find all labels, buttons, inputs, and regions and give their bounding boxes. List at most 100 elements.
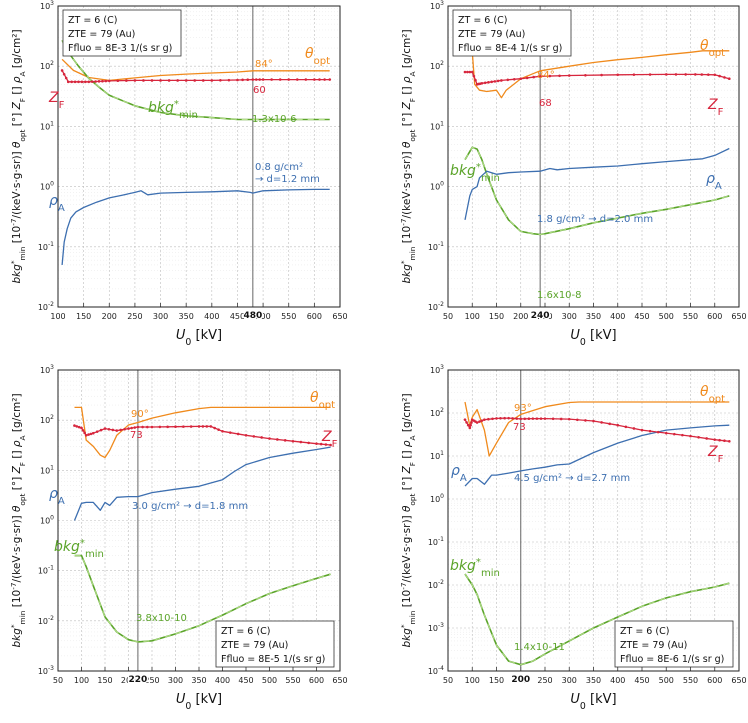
series-label-theta-opt: θopt: [310, 390, 335, 411]
series-point-ZF: [519, 417, 523, 421]
series-point-ZF: [475, 421, 479, 424]
legend-line: ZTE = 79 (Au): [458, 29, 525, 40]
series-point-ZF: [718, 74, 721, 78]
x-tick-label: 500: [255, 312, 270, 321]
x-tick-label: 450: [230, 312, 245, 321]
x-tick-label: 350: [586, 676, 601, 685]
series-point-ZF: [219, 78, 222, 82]
y-tick-label: 10-2: [38, 615, 54, 626]
series-point-ZF: [107, 427, 111, 431]
series-point-ZF: [525, 76, 529, 80]
series-point-ZF: [496, 79, 500, 83]
series-label-rho-a: ρA: [706, 171, 722, 192]
x-tick-label: 200: [102, 312, 117, 321]
series-point-ZF: [244, 433, 248, 437]
y-tick-label: 10-2: [38, 301, 54, 312]
annotation-zf: 68: [539, 98, 552, 109]
series-point-ZF: [62, 72, 66, 76]
series-point-ZF: [478, 420, 481, 423]
series-point-ZF: [323, 78, 326, 81]
series-point-ZF: [532, 75, 535, 79]
x-tick-label: 600: [307, 312, 322, 321]
x-tick-label: 400: [215, 676, 230, 685]
series-point-ZF: [116, 79, 120, 83]
series-point-ZF: [60, 69, 64, 72]
x-tick-label: 450: [634, 312, 649, 321]
chart-panel-bottom-left: 10-3 10-2 10-1 100 101 102 103 50 100 150 200 250 30…: [9, 364, 348, 712]
x-axis-label: U0 [kV]: [570, 328, 616, 348]
series-point-ZF: [209, 425, 213, 428]
series-point-ZF: [548, 74, 552, 78]
series-point-ZF: [576, 418, 579, 422]
series-point-ZF: [236, 432, 240, 436]
x-tick-label: 250: [537, 312, 552, 321]
annotation-zf: 73: [130, 430, 143, 441]
series-point-ZF: [251, 78, 255, 81]
series-point-ZF: [600, 73, 603, 77]
y-tick-label: 101: [430, 450, 444, 461]
series-point-ZF: [506, 78, 510, 82]
series-point-ZF: [84, 433, 88, 437]
y-tick-label: 10-3: [38, 665, 54, 676]
series-point-ZF: [664, 73, 668, 76]
x-tick-label: 300: [562, 312, 577, 321]
series-point-ZF: [656, 430, 660, 434]
series-point-ZF: [221, 429, 224, 433]
series-line-ρA: [464, 424, 730, 487]
series-point-ZF: [299, 440, 303, 444]
series-point-ZF: [252, 435, 256, 438]
series-point-ZF: [246, 78, 250, 82]
series-point-ZF: [83, 431, 86, 435]
legend-line: ZT = 6 (C): [221, 626, 270, 637]
series-label-bkg-min: bkg*min: [450, 162, 500, 184]
series-point-ZF: [318, 78, 321, 81]
annotation-bkg: 3.8x10-10: [136, 613, 187, 624]
annotation-theta: 90°: [131, 409, 149, 420]
series-label-theta-opt: θopt: [700, 384, 725, 405]
series-point-ZF: [491, 417, 494, 421]
series-point-ZF: [616, 423, 620, 427]
series-point-ZF: [270, 78, 273, 81]
legend-box: ZT = 6 (C) ZTE = 79 (Au) Ffluo = 8E-3 1/(s…: [62, 9, 182, 57]
series-point-ZF: [567, 417, 571, 421]
legend-line: ZT = 6 (C): [68, 15, 117, 26]
series-point-ZF: [315, 442, 318, 445]
series-point-ZF: [466, 70, 469, 74]
series-point-ZF: [600, 421, 603, 424]
series-point-ZF: [640, 428, 644, 432]
series-point-ZF: [174, 425, 177, 429]
x-tick-label: 650: [332, 676, 347, 685]
series-point-ZF: [328, 78, 332, 81]
series-point-ZF: [81, 429, 85, 432]
series-label-bkg-min: bkg*min: [450, 557, 500, 579]
legend-line: Ffluo = 8E-6 1/(s sr g): [620, 654, 724, 665]
series-line-dash-overlay: [74, 555, 331, 643]
legend-line: ZTE = 79 (Au): [68, 29, 135, 40]
series-point-ZF: [73, 80, 77, 84]
x-tick-label: 600: [309, 676, 324, 685]
annotation-zf: 60: [253, 85, 266, 96]
y-tick-label: 10-1: [428, 536, 444, 547]
x-tick-label: 50: [443, 676, 453, 685]
series-point-ZF: [217, 428, 220, 431]
y-tick-label: 102: [40, 414, 54, 425]
legend-line: ZTE = 79 (Au): [620, 640, 687, 651]
series-point-ZF: [97, 80, 101, 83]
y-tick-label: 102: [430, 60, 444, 71]
series-point-ZF: [511, 417, 514, 420]
y-tick-label: 101: [430, 120, 444, 131]
series-point-ZF: [125, 79, 128, 82]
series-point-ZF: [99, 428, 103, 432]
x-axis-label: U0 [kV]: [570, 692, 616, 712]
x-tick-label: 500: [659, 676, 674, 685]
annotation-rho: 1.8 g/cm² → d=2.0 mm: [537, 214, 653, 225]
series-point-ZF: [469, 423, 472, 427]
series-point-ZF: [684, 73, 687, 76]
y-tick-label: 100: [40, 515, 54, 526]
series-point-ZF: [278, 78, 282, 81]
annotation-theta: 84°: [537, 70, 555, 81]
x-tick-label: 150: [97, 676, 112, 685]
x-tick-label: 350: [179, 312, 194, 321]
legend-box: ZT = 6 (C) ZTE = 79 (Au) Ffluo = 8E-6 1/(s…: [614, 620, 734, 668]
series-point-ZF: [490, 80, 493, 84]
